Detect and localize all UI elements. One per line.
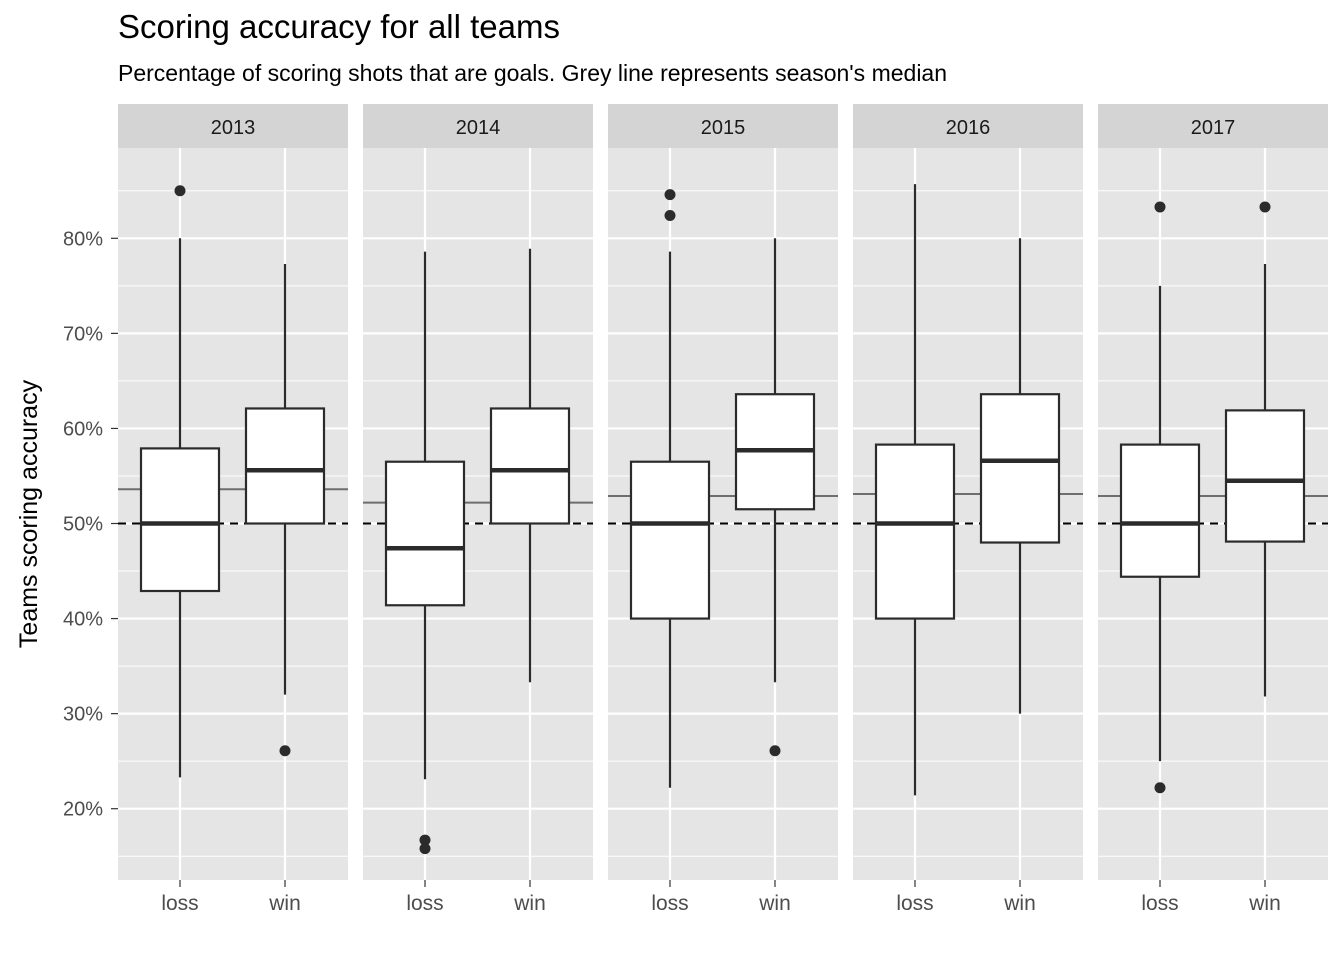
x-tick-label: win [1248, 892, 1281, 915]
facet-strip-label: 2014 [456, 117, 501, 139]
chart-subtitle: Percentage of scoring shots that are goa… [118, 60, 948, 86]
box-loss [874, 184, 956, 796]
facet-strip [853, 104, 1083, 148]
x-tick-label: loss [1141, 892, 1178, 915]
box-win [979, 238, 1061, 714]
x-tick-label: loss [896, 892, 933, 915]
outlier-point [1154, 201, 1166, 213]
box-iqr [979, 393, 1061, 544]
x-tick-label: win [268, 892, 301, 915]
facet-strip-label: 2016 [946, 117, 991, 139]
chart-title: Scoring accuracy for all teams [118, 8, 561, 45]
y-tick-label: 60% [63, 418, 103, 440]
outlier-point [1154, 782, 1166, 794]
box-win [244, 263, 326, 757]
x-tick-label: loss [161, 892, 198, 915]
y-tick-label: 50% [63, 514, 103, 536]
y-tick-label: 20% [63, 799, 103, 821]
x-tick-label: win [758, 892, 791, 915]
outlier-point [664, 209, 676, 221]
facet-strip [363, 104, 593, 148]
outlier-point [769, 745, 781, 757]
outlier-point [419, 843, 431, 855]
box-iqr [489, 407, 571, 525]
y-axis-title: Teams scoring accuracy [15, 379, 43, 648]
box-win [734, 238, 816, 757]
x-tick-label: loss [406, 892, 443, 915]
x-tick-label: win [513, 892, 546, 915]
outlier-point [664, 189, 676, 201]
facet-strip [118, 104, 348, 148]
box-loss [629, 189, 711, 788]
box-win [489, 248, 571, 683]
box-iqr [1119, 443, 1201, 578]
facet-strip-label: 2013 [211, 117, 256, 139]
facet-strip [608, 104, 838, 148]
box-loss [384, 251, 466, 855]
box-iqr [629, 460, 711, 620]
box-iqr [874, 443, 956, 620]
box-iqr [1224, 409, 1306, 543]
box-win [1224, 201, 1306, 697]
outlier-point [174, 185, 186, 197]
outlier-point [419, 834, 431, 846]
facet-strip-label: 2017 [1191, 117, 1236, 139]
box-iqr [384, 460, 466, 607]
outlier-point [1259, 201, 1271, 213]
y-tick-label: 40% [63, 609, 103, 631]
box-loss [1119, 201, 1201, 794]
box-iqr [244, 407, 326, 525]
y-tick-label: 80% [63, 228, 103, 250]
x-tick-label: win [1003, 892, 1036, 915]
y-tick-label: 70% [63, 323, 103, 345]
box-loss [139, 185, 221, 778]
facet-strip-label: 2015 [701, 117, 746, 139]
facet-strip [1098, 104, 1328, 148]
box-iqr [139, 447, 221, 593]
x-tick-label: loss [651, 892, 688, 915]
y-tick-label: 30% [63, 704, 103, 726]
outlier-point [279, 745, 291, 757]
